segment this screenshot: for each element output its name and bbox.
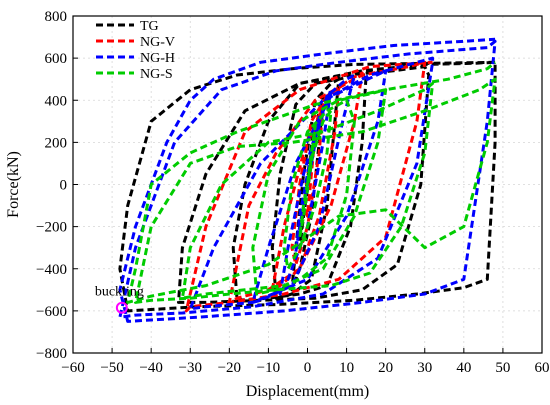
series-line-ng-s — [126, 61, 497, 304]
y-tick-label: 800 — [45, 9, 68, 25]
axis-ticks: −60 −50 −40 −30 −20 −10 0 10 20 30 40 50 60 −800 −600 −… — [36, 9, 549, 376]
x-tick-label: 40 — [456, 360, 471, 376]
legend-label-ng-h: NG-H — [140, 51, 175, 66]
legend-label-ng-s: NG-S — [140, 67, 173, 82]
x-tick-label: −10 — [257, 360, 280, 376]
y-axis-title: Force(kN) — [5, 151, 22, 218]
y-tick-label: −800 — [36, 346, 67, 362]
x-tick-label: 0 — [304, 360, 312, 376]
y-tick-label: 200 — [45, 135, 68, 151]
x-tick-label: −60 — [61, 360, 84, 376]
y-tick-label: 400 — [45, 93, 68, 109]
x-tick-label: 30 — [417, 360, 432, 376]
x-tick-label: −20 — [218, 360, 241, 376]
buckling-label: buckling — [95, 285, 144, 300]
y-tick-label: 0 — [60, 178, 68, 194]
legend-label-ng-v: NG-V — [140, 35, 175, 50]
annotations: buckling — [95, 285, 144, 314]
buckling-marker — [115, 301, 128, 314]
x-axis-title: Displacement(mm) — [246, 383, 370, 400]
y-tick-label: −200 — [36, 220, 67, 236]
x-tick-label: 20 — [378, 360, 393, 376]
y-tick-label: −600 — [36, 304, 67, 320]
x-tick-label: −50 — [100, 360, 123, 376]
x-tick-label: 10 — [339, 360, 354, 376]
x-tick-label: 60 — [535, 360, 550, 376]
x-tick-label: −30 — [179, 360, 202, 376]
series-line-ng-h — [118, 37, 497, 323]
x-tick-label: 50 — [495, 360, 510, 376]
series-layer — [118, 37, 497, 323]
y-tick-label: 600 — [45, 51, 68, 67]
legend-label-tg: TG — [140, 19, 159, 34]
y-tick-label: −400 — [36, 262, 67, 278]
x-tick-label: −40 — [139, 360, 162, 376]
